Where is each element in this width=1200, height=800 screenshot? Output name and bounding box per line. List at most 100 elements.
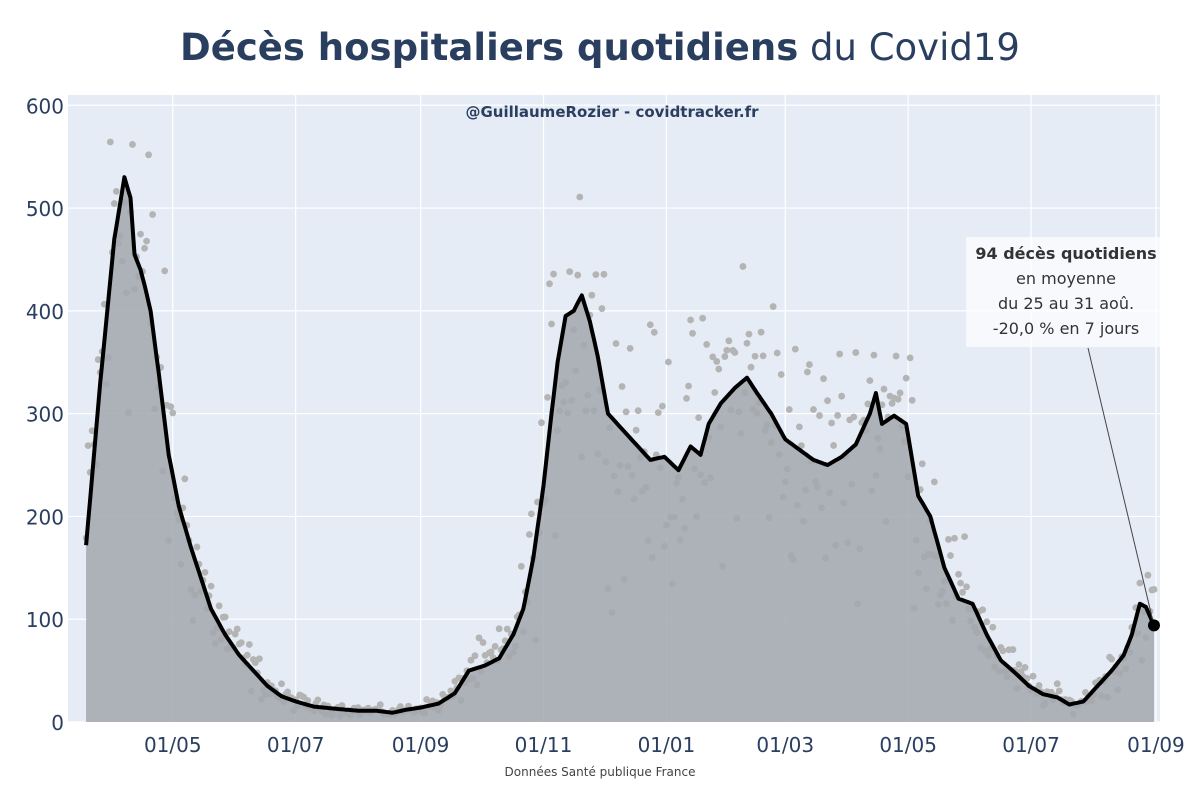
daily-point (743, 339, 751, 347)
daily-point (836, 350, 844, 358)
daily-point (731, 349, 739, 356)
daily-point (683, 394, 690, 402)
daily-point (517, 562, 525, 570)
daily-point (650, 328, 658, 336)
daily-point (816, 412, 823, 419)
daily-point (785, 406, 793, 413)
daily-point (711, 389, 719, 396)
daily-point (963, 583, 970, 591)
daily-point (828, 419, 835, 427)
daily-point (169, 409, 177, 417)
x-tick-label: 01/11 (515, 733, 573, 757)
daily-point (129, 141, 136, 148)
daily-point (955, 570, 962, 578)
daily-point (1015, 661, 1023, 669)
daily-point (747, 363, 755, 371)
daily-point (979, 606, 987, 614)
daily-point (546, 280, 553, 288)
daily-point (664, 358, 672, 366)
x-tick-label: 01/05 (879, 733, 937, 757)
daily-point (256, 655, 263, 663)
daily-point (1021, 664, 1029, 671)
daily-point (810, 406, 817, 413)
daily-point (622, 408, 630, 416)
daily-point (795, 423, 803, 431)
y-tick-label: 300 (26, 403, 64, 427)
daily-point (215, 602, 223, 610)
daily-point (243, 651, 251, 659)
daily-point (110, 200, 118, 207)
daily-point (574, 271, 582, 279)
daily-point (471, 652, 479, 660)
daily-point (566, 268, 574, 276)
daily-point (894, 395, 902, 403)
daily-point (777, 371, 785, 378)
daily-point (632, 426, 640, 434)
daily-point (495, 625, 503, 633)
daily-point (723, 346, 731, 354)
daily-point (820, 375, 827, 383)
last-point-marker (1147, 619, 1160, 632)
daily-point (475, 634, 483, 642)
daily-point (487, 648, 495, 656)
daily-point (278, 680, 285, 688)
daily-point (397, 703, 404, 710)
daily-point (576, 193, 584, 201)
daily-point (654, 409, 662, 417)
daily-point (376, 701, 384, 709)
daily-point (237, 639, 245, 647)
daily-point (947, 552, 954, 559)
chart-title-rest: du Covid19 (798, 26, 1020, 69)
daily-point (685, 382, 692, 390)
daily-point (143, 237, 150, 245)
daily-point (959, 588, 966, 596)
daily-point (713, 358, 721, 365)
daily-point (791, 345, 799, 353)
daily-point (225, 628, 233, 636)
daily-point (1136, 579, 1144, 587)
daily-point (945, 536, 952, 543)
daily-point (703, 341, 711, 348)
daily-point (193, 543, 201, 551)
daily-point (1053, 680, 1061, 688)
daily-point (870, 351, 878, 359)
daily-point (145, 151, 152, 159)
daily-point (989, 623, 997, 631)
daily-point (137, 230, 144, 238)
daily-point (715, 365, 723, 373)
daily-point (918, 460, 926, 468)
daily-point (804, 368, 811, 376)
chart-title: Décès hospitaliers quotidiens du Covid19 (0, 26, 1200, 69)
daily-point (896, 389, 904, 397)
annotation-line-1: 94 décès quotidiens (975, 244, 1156, 263)
daily-point (646, 321, 654, 329)
daily-point (902, 374, 910, 382)
daily-point (491, 643, 499, 650)
daily-point (525, 531, 533, 538)
daily-point (626, 344, 634, 352)
daily-point (658, 402, 666, 410)
daily-point (592, 271, 600, 279)
daily-point (739, 263, 747, 270)
daily-point (1009, 646, 1017, 653)
y-axis-ticks: 0 100 200 300 400 500 600 (26, 94, 64, 735)
daily-point (245, 641, 253, 648)
daily-point (830, 442, 838, 449)
x-tick-label: 01/07 (267, 733, 325, 757)
daily-point (824, 397, 831, 405)
daily-point (759, 352, 767, 360)
daily-point (892, 352, 900, 360)
daily-point (304, 697, 312, 704)
daily-point (550, 270, 557, 278)
daily-point (88, 427, 96, 435)
y-tick-label: 200 (26, 505, 64, 529)
daily-point (84, 442, 92, 450)
daily-point (618, 383, 626, 390)
daily-point (479, 639, 487, 646)
x-tick-label: 01/09 (392, 733, 450, 757)
daily-point (314, 696, 322, 704)
daily-point (94, 356, 102, 363)
area-fill (86, 177, 1155, 722)
daily-point (773, 349, 781, 357)
